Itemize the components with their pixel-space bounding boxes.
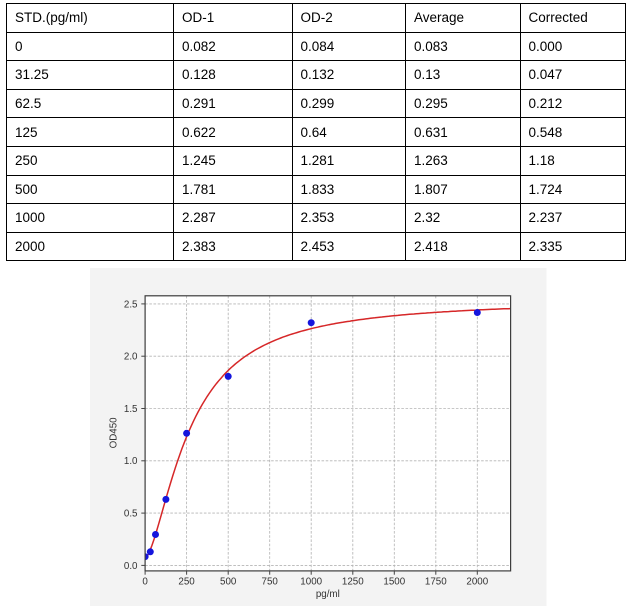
svg-text:1.5: 1.5 [124, 403, 138, 414]
svg-text:OD450: OD450 [109, 416, 120, 448]
svg-text:500: 500 [220, 576, 237, 587]
svg-text:0: 0 [142, 576, 148, 587]
svg-text:pg/ml: pg/ml [316, 589, 340, 600]
svg-text:750: 750 [262, 576, 279, 587]
svg-text:2.0: 2.0 [124, 351, 138, 362]
svg-text:0.5: 0.5 [124, 508, 138, 519]
svg-text:1000: 1000 [300, 576, 322, 587]
svg-text:2.5: 2.5 [124, 299, 138, 310]
svg-text:1250: 1250 [342, 576, 364, 587]
svg-text:0.0: 0.0 [124, 560, 138, 571]
svg-text:250: 250 [178, 576, 195, 587]
svg-text:1.0: 1.0 [124, 456, 138, 467]
svg-text:2000: 2000 [466, 576, 488, 587]
svg-text:1500: 1500 [383, 576, 405, 587]
svg-text:1750: 1750 [425, 576, 447, 587]
